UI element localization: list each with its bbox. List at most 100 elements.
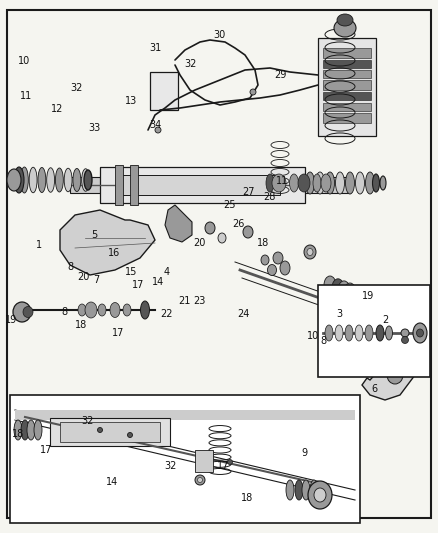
Text: 3: 3 (336, 310, 343, 319)
Ellipse shape (355, 325, 363, 341)
Text: 24: 24 (237, 310, 249, 319)
Text: 25: 25 (224, 200, 236, 210)
Ellipse shape (82, 169, 89, 191)
Ellipse shape (376, 300, 386, 316)
Ellipse shape (314, 488, 326, 502)
Text: 12: 12 (51, 104, 63, 114)
Ellipse shape (417, 329, 424, 337)
Ellipse shape (34, 420, 42, 440)
Text: 34: 34 (149, 120, 162, 130)
Text: 8: 8 (320, 336, 326, 346)
Ellipse shape (335, 325, 343, 341)
Ellipse shape (344, 283, 356, 301)
Text: 19: 19 (5, 315, 17, 325)
Ellipse shape (338, 281, 350, 299)
Text: 10: 10 (18, 56, 30, 66)
Text: 8: 8 (62, 307, 68, 317)
Polygon shape (165, 205, 192, 242)
Ellipse shape (218, 233, 226, 243)
Polygon shape (60, 210, 155, 275)
Ellipse shape (401, 329, 409, 337)
Ellipse shape (345, 325, 353, 341)
Ellipse shape (355, 292, 365, 308)
Text: 17: 17 (217, 462, 230, 471)
Bar (318, 38, 376, 136)
Text: 31: 31 (149, 43, 162, 53)
Text: 11: 11 (20, 91, 32, 101)
Bar (115, 165, 123, 205)
Text: 18: 18 (241, 494, 254, 503)
Text: 4: 4 (163, 267, 170, 277)
Text: 14: 14 (106, 478, 118, 487)
Text: 10: 10 (307, 331, 319, 341)
Ellipse shape (273, 252, 283, 264)
Ellipse shape (21, 167, 28, 193)
Text: 30: 30 (213, 30, 225, 39)
Ellipse shape (280, 261, 290, 275)
Ellipse shape (23, 306, 33, 318)
Ellipse shape (290, 174, 299, 192)
Text: 22: 22 (160, 310, 173, 319)
Bar (323, 60, 371, 68)
Ellipse shape (325, 325, 333, 341)
Ellipse shape (13, 302, 31, 322)
Polygon shape (362, 345, 418, 400)
Ellipse shape (266, 174, 274, 192)
Text: 18: 18 (75, 320, 87, 330)
Text: 5: 5 (91, 230, 97, 239)
Ellipse shape (346, 172, 354, 194)
Ellipse shape (47, 168, 55, 192)
Text: 27: 27 (243, 187, 255, 197)
Text: 32: 32 (71, 83, 83, 93)
Text: 26: 26 (233, 219, 245, 229)
Ellipse shape (304, 245, 316, 259)
Bar (150, 72, 178, 110)
Text: 32: 32 (165, 462, 177, 471)
Bar (323, 92, 371, 100)
Ellipse shape (155, 127, 161, 133)
Ellipse shape (56, 168, 64, 192)
Ellipse shape (27, 420, 35, 440)
Text: 23: 23 (193, 296, 205, 306)
Ellipse shape (73, 168, 81, 191)
Ellipse shape (325, 172, 335, 194)
Ellipse shape (38, 167, 46, 192)
Ellipse shape (64, 168, 72, 192)
Bar (50, 418, 170, 446)
Text: 7: 7 (93, 275, 99, 285)
Ellipse shape (372, 174, 379, 192)
Ellipse shape (385, 326, 392, 340)
Text: 6: 6 (371, 384, 378, 394)
Ellipse shape (307, 248, 313, 255)
Ellipse shape (21, 420, 29, 440)
Text: 32: 32 (81, 416, 94, 426)
Text: 19: 19 (362, 291, 374, 301)
Bar (70, 177, 350, 193)
Ellipse shape (321, 174, 331, 192)
Text: 20: 20 (77, 272, 89, 282)
Ellipse shape (336, 172, 345, 194)
Ellipse shape (334, 19, 356, 37)
Text: 1: 1 (36, 240, 42, 250)
Ellipse shape (85, 302, 97, 318)
Ellipse shape (413, 323, 427, 343)
Text: 17: 17 (40, 446, 52, 455)
Ellipse shape (332, 279, 344, 297)
Text: 14: 14 (152, 278, 164, 287)
Ellipse shape (302, 480, 310, 500)
Ellipse shape (98, 427, 102, 432)
Bar (388, 305, 410, 325)
Ellipse shape (357, 287, 369, 305)
Text: 13: 13 (125, 96, 138, 106)
Bar (10, 395, 360, 523)
Text: 28: 28 (263, 192, 276, 202)
Ellipse shape (261, 255, 269, 265)
Ellipse shape (243, 226, 253, 238)
Text: 33: 33 (88, 123, 100, 133)
Ellipse shape (227, 459, 233, 464)
Text: 18: 18 (257, 238, 269, 247)
Bar (130, 165, 138, 205)
Text: 15: 15 (125, 267, 138, 277)
Text: 9: 9 (301, 448, 307, 458)
Ellipse shape (29, 167, 37, 193)
